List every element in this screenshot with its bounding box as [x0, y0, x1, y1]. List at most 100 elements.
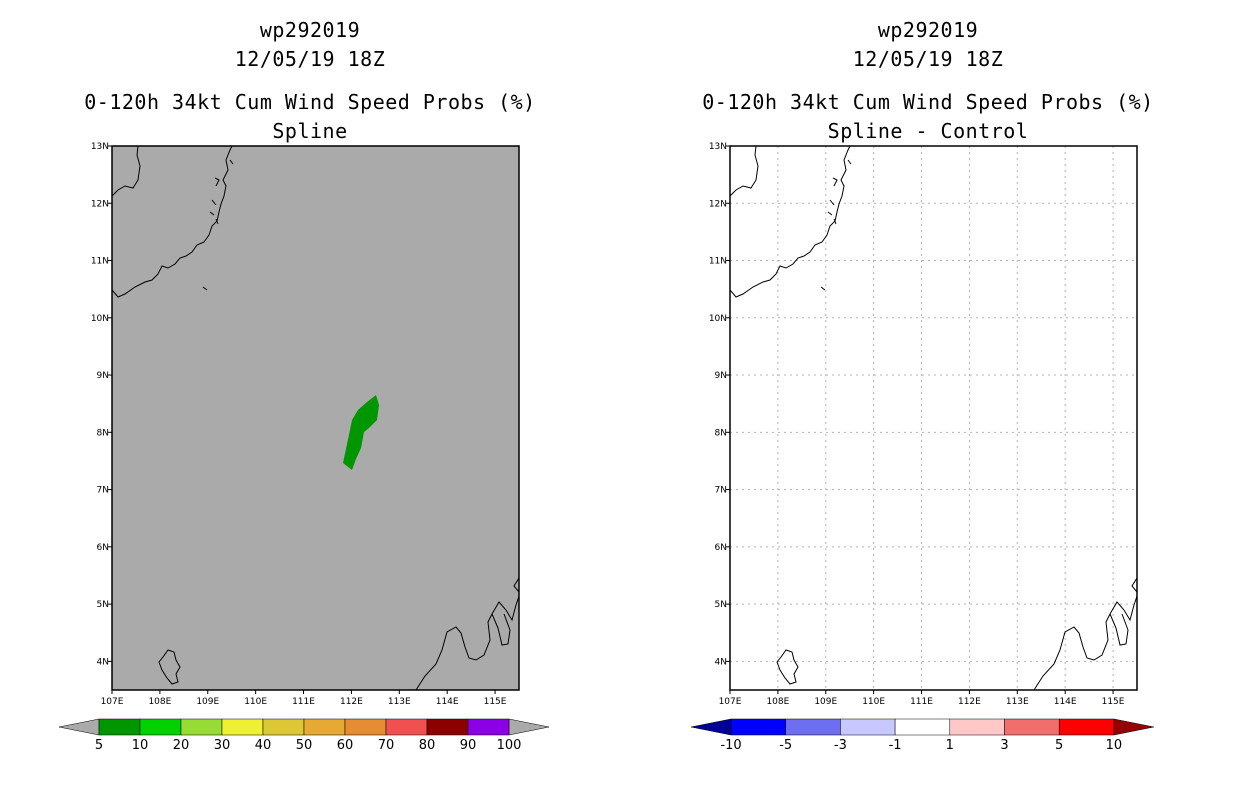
left-colorbar-swatch	[98, 718, 141, 736]
left-colorbar-swatch	[426, 718, 469, 736]
left-colorbar-label: 20	[173, 738, 190, 753]
right-coastline-south-vietnam	[730, 146, 851, 298]
left-island-phu-quoc-area	[202, 286, 208, 291]
right-colorbar-swatch	[894, 718, 951, 736]
right-lon-label: 115E	[1102, 697, 1125, 707]
right-lat-label: 6N	[715, 543, 727, 553]
right-lat-label: 11N	[709, 257, 727, 267]
left-lat-label: 12N	[91, 199, 109, 209]
right-lat-label: 10N	[709, 314, 727, 324]
left-colorbar-swatch	[385, 718, 428, 736]
right-coastline-east	[1131, 577, 1137, 593]
left-colorbar-label: 60	[337, 738, 354, 753]
left-lon-label: 111E	[292, 697, 315, 707]
right-coastline-borneo-bay	[1109, 613, 1129, 646]
left-lat-label: 4N	[97, 657, 109, 667]
right-coastline-islands-1	[827, 159, 852, 225]
right-title-method: Spline - Control	[827, 119, 1029, 143]
left-colorbar-label: 5	[95, 738, 103, 753]
right-lat-label: 12N	[709, 199, 727, 209]
right-coastline-borneo	[1033, 595, 1137, 690]
left-lon-label: 115E	[484, 697, 507, 707]
left-lat-label: 6N	[97, 543, 109, 553]
left-lon-label: 113E	[388, 697, 411, 707]
left-colorbar-label: 100	[497, 738, 522, 753]
right-lon-label: 108E	[766, 697, 789, 707]
right-title-product: 0-120h 34kt Cum Wind Speed Probs (%)	[702, 90, 1154, 114]
right-colorbar: -10 -5 -3 -1 1 3 5 10	[690, 718, 1154, 753]
left-lat-label: 7N	[97, 486, 109, 496]
left-colorbar-label: 50	[296, 738, 313, 753]
left-colorbar-swatch	[180, 718, 223, 736]
left-title-datetime: 12/05/19 18Z	[234, 47, 386, 71]
right-lon-label: 112E	[958, 697, 981, 707]
left-colorbar-low-triangle	[58, 718, 100, 736]
left-lon-label: 109E	[196, 697, 219, 707]
left-map-background	[112, 146, 519, 690]
left-coastline-borneo-bay	[491, 613, 511, 646]
right-coastline-vietnam	[730, 146, 759, 197]
right-map-axes: 107E 108E 109E 110E 111E 112E 113E 114E 115E 13N 1…	[709, 142, 1125, 707]
left-colorbar-label: 40	[255, 738, 272, 753]
left-lat-label: 11N	[91, 257, 109, 267]
left-lat-label: 10N	[91, 314, 109, 324]
right-title-datetime: 12/05/19 18Z	[852, 47, 1004, 71]
left-colorbar-swatch	[467, 718, 510, 736]
left-lon-label: 112E	[340, 697, 363, 707]
right-title-storm-id: wp292019	[877, 18, 979, 42]
left-title-method: Spline	[272, 119, 348, 143]
left-colorbar-swatch	[303, 718, 346, 736]
left-colorbar-swatch	[344, 718, 387, 736]
right-island-natuna	[776, 649, 799, 685]
left-lat-label: 13N	[91, 142, 109, 152]
right-lat-label: 7N	[715, 486, 727, 496]
right-lat-label: 13N	[709, 142, 727, 152]
right-lon-label: 114E	[1054, 697, 1077, 707]
right-colorbar-swatch	[840, 718, 896, 736]
left-map-axes: 107E 108E 109E 110E 111E 112E 113E 114E 115E 13N 1…	[91, 142, 507, 707]
left-colorbar-swatch	[262, 718, 305, 736]
right-colorbar-label: -3	[834, 738, 847, 753]
right-lat-label: 5N	[715, 600, 727, 610]
left-coastline-borneo	[415, 595, 519, 690]
right-lon-label: 113E	[1006, 697, 1029, 707]
right-lon-label: 107E	[719, 697, 742, 707]
right-colorbar-label: -10	[720, 738, 741, 753]
right-colorbar-swatch	[785, 718, 841, 736]
right-colorbar-swatch	[1058, 718, 1115, 736]
left-colorbar-label: 70	[378, 738, 395, 753]
right-lat-label: 4N	[715, 657, 727, 667]
left-lon-label: 107E	[101, 697, 124, 707]
left-probability-area-5-10pct	[343, 395, 379, 470]
right-lat-label: 8N	[715, 428, 727, 438]
right-lon-label: 111E	[910, 697, 933, 707]
right-colorbar-swatch	[1004, 718, 1060, 736]
right-colorbar-label: 3	[1000, 738, 1008, 753]
left-coastline-south-vietnam	[112, 146, 233, 298]
left-colorbar-label: 80	[419, 738, 436, 753]
left-title-storm-id: wp292019	[259, 18, 361, 42]
left-colorbar-swatch	[221, 718, 264, 736]
right-colorbar-label: 5	[1055, 738, 1063, 753]
right-map-background	[730, 146, 1137, 690]
right-colorbar-high-triangle	[1113, 718, 1154, 736]
left-map: 107E 108E 109E 110E 111E 112E 113E 114E 115E 13N 1…	[91, 142, 520, 707]
right-lat-label: 9N	[715, 371, 727, 381]
left-title-product: 0-120h 34kt Cum Wind Speed Probs (%)	[84, 90, 536, 114]
left-lon-label: 108E	[148, 697, 171, 707]
left-lat-label: 9N	[97, 371, 109, 381]
right-lon-label: 109E	[814, 697, 837, 707]
left-colorbar-label: 90	[460, 738, 477, 753]
right-colorbar-low-triangle	[690, 718, 732, 736]
left-colorbar-label: 30	[214, 738, 231, 753]
left-coastline-vietnam	[112, 146, 141, 197]
right-map: 107E 108E 109E 110E 111E 112E 113E 114E 115E 13N 1…	[709, 142, 1138, 707]
left-lon-label: 110E	[244, 697, 267, 707]
right-map-frame	[729, 145, 1138, 691]
left-colorbar: 5 10 20 30 40 50 60 70 80 90 100	[58, 718, 550, 753]
left-map-frame	[111, 145, 520, 691]
left-lat-label: 5N	[97, 600, 109, 610]
right-colorbar-label: -1	[889, 738, 902, 753]
right-colorbar-label: 1	[946, 738, 954, 753]
